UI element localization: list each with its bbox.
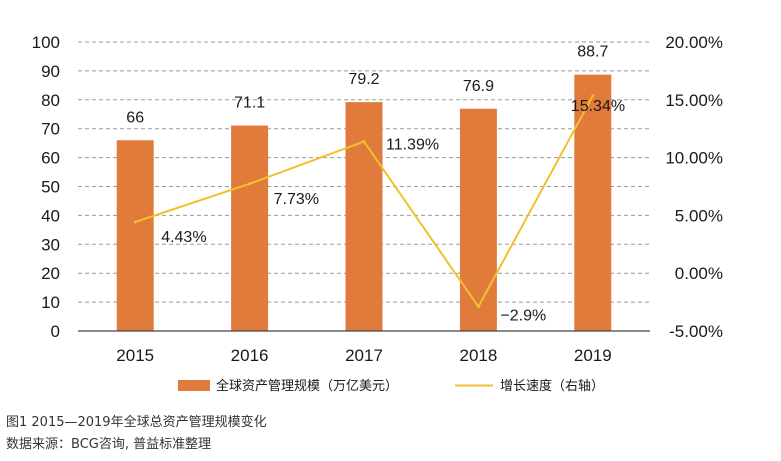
axes: 0 10 20 30 40 50 60 70 80 90 100 -5.00% 0.00% 5.00% 10… <box>32 33 723 365</box>
bar-value-label: 76.9 <box>463 78 494 95</box>
y-left-tick-label: 100 <box>32 33 60 52</box>
x-tick-label: 2017 <box>345 346 383 365</box>
x-tick-label: 2018 <box>459 346 497 365</box>
growth-rate-point <box>248 182 252 186</box>
x-tick-label: 2016 <box>231 346 269 365</box>
growth-rate-point <box>591 94 595 98</box>
figure-caption: 图1 2015—2019年全球总资产管理规模变化 <box>6 415 267 430</box>
combo-chart: 66 71.1 79.2 76.9 88.7 4.43% 7.73% 11.39% −2.9% 1… <box>32 33 723 393</box>
y-left-tick-label: 20 <box>41 264 60 283</box>
growth-rate-label: 7.73% <box>274 191 319 208</box>
y-left-tick-label: 10 <box>41 293 60 312</box>
bar <box>459 108 497 331</box>
bar <box>231 125 269 332</box>
line-series <box>133 94 595 309</box>
y-right-tick-label: 10.00% <box>665 149 723 168</box>
legend-line-label: 增长速度（右轴） <box>500 378 604 393</box>
growth-rate-label: 15.34% <box>571 98 625 115</box>
data-labels: 66 71.1 79.2 76.9 88.7 4.43% 7.73% 11.39% −2.9% 1… <box>126 44 625 325</box>
growth-rate-point <box>133 220 137 224</box>
growth-rate-label: 4.43% <box>161 229 206 246</box>
legend: 全球资产管理规模（万亿美元） 增长速度（右轴） <box>178 378 604 393</box>
x-tick-label: 2015 <box>116 346 154 365</box>
y-right-tick-label: 20.00% <box>665 33 723 52</box>
gridlines <box>78 41 650 303</box>
bar-series <box>116 74 612 332</box>
y-right-tick-label: -5.00% <box>669 322 723 341</box>
growth-rate-label: 11.39% <box>386 137 439 154</box>
growth-rate-point <box>476 305 480 309</box>
bar <box>116 140 154 331</box>
x-tick-label: 2019 <box>574 346 612 365</box>
y-right-tick-label: 15.00% <box>665 91 723 110</box>
bar <box>345 102 383 331</box>
y-left-tick-label: 0 <box>51 322 60 341</box>
bar-value-label: 66 <box>126 109 144 126</box>
y-left-tick-label: 90 <box>41 62 60 81</box>
y-left-tick-label: 70 <box>41 120 60 139</box>
y-right-tick-label: 5.00% <box>675 206 723 225</box>
y-left-tick-label: 50 <box>41 178 60 197</box>
y-left-tick-label: 40 <box>41 206 60 225</box>
y-left-tick-label: 30 <box>41 235 60 254</box>
bar-value-label: 88.7 <box>577 44 608 61</box>
legend-bar-swatch <box>178 380 210 391</box>
growth-rate-label: −2.9% <box>500 308 546 325</box>
y-left-tick-label: 60 <box>41 149 60 168</box>
y-left-tick-label: 80 <box>41 91 60 110</box>
bar-value-label: 79.2 <box>348 71 379 88</box>
bar-value-label: 71.1 <box>234 95 265 112</box>
legend-bar-label: 全球资产管理规模（万亿美元） <box>216 378 398 393</box>
y-right-tick-label: 0.00% <box>675 264 723 283</box>
data-source-note: 数据来源：BCG咨询, 普益标准整理 <box>6 437 212 452</box>
growth-rate-point <box>362 140 366 144</box>
